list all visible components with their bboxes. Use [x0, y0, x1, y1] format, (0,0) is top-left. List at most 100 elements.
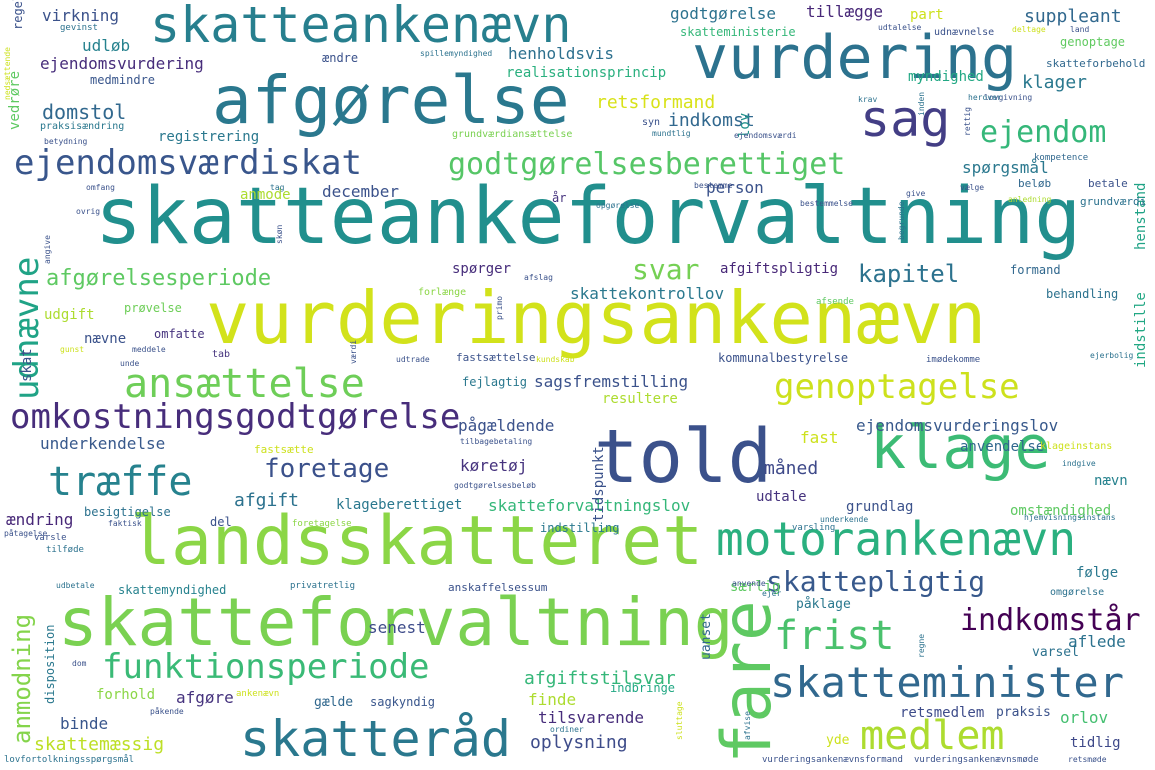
word-motorankenaevn: motorankenævn [716, 512, 1077, 566]
word-funktionsperiode: funktionsperiode [102, 647, 430, 687]
word-anvende: anvende [732, 579, 766, 588]
word-vurderingsankenaevn: vurderingsankenævn [206, 276, 987, 360]
word-suppleant: suppleant [1024, 6, 1122, 27]
word-finde: finde [528, 690, 577, 709]
word-skoen: skøn [275, 224, 284, 244]
word-bestemme: bestemme [694, 181, 733, 190]
word-sagsfremstilling: sagsfremstilling [534, 372, 689, 391]
word-kundskab: kundskab [536, 355, 575, 364]
word-afgoere: afgøre [176, 688, 234, 707]
word-udtale: udtale [756, 489, 807, 505]
word-paakende: påkende [150, 707, 184, 716]
word-omstaendighed: omstændighed [1010, 503, 1112, 519]
word-grundvaerdiansaettelse: grundværdiansættelse [452, 129, 573, 140]
word-ordiner: ordiner [550, 725, 584, 734]
word-ejendomsvurderingslov: ejendomsvurderingslov [856, 416, 1059, 435]
word-faktisk: faktisk [108, 519, 142, 528]
word-fast: fast [800, 428, 839, 447]
word-omfatte: omfatte [154, 327, 205, 341]
word-angive: angive [43, 235, 52, 264]
word-anmodning: anmodning [8, 613, 36, 744]
word-opgoerelse: opgørelse [596, 201, 640, 210]
word-aar: år [552, 191, 567, 205]
word-udtalelse: udtalelse [878, 23, 922, 32]
word-resultere: resultere [602, 391, 678, 407]
word-realisationsprincip: realisationsprincip [506, 65, 667, 81]
word-tillaegge: tillægge [806, 2, 884, 21]
word-ansaettelse: ansættelse [124, 361, 365, 407]
word-afgiftstilsvar: afgiftstilsvar [524, 668, 676, 689]
word-retsmoede: retsmøde [1068, 755, 1107, 764]
word-indstille: indstille [1133, 292, 1149, 368]
word-sag: sag [860, 90, 951, 148]
word-lovgivning: lovgivning [984, 93, 1033, 102]
word-ejendomsvaerdi: ejendomsværdi [734, 131, 797, 140]
word-ejendom: ejendom [980, 115, 1107, 150]
word-klageinstans: klageinstans [1040, 441, 1113, 452]
word-afvise: afvise [743, 711, 752, 740]
word-gunst: gunst [60, 345, 85, 354]
word-forhold: forhold [96, 687, 156, 703]
word-besigtigelse: besigtigelse [84, 505, 171, 519]
word-praksis: praksis [996, 705, 1051, 720]
word-krav: krav [858, 95, 878, 104]
word-grundvaerdi: grundværdi [1080, 195, 1147, 208]
word-klager: klager [1022, 72, 1088, 93]
word-tilfoede: tilføde [46, 545, 84, 555]
word-yde: yde [826, 733, 850, 748]
word-kapitel: kapitel [858, 260, 960, 288]
word-senest: senest [368, 618, 426, 637]
word-aendring: ændring [6, 510, 74, 529]
word-myndighed: myndighed [908, 69, 984, 85]
word-betale: betale [1088, 177, 1128, 190]
word-paagaeldende: pågældende [458, 416, 555, 435]
word-gevinst: gevinst [60, 23, 98, 33]
word-skat: skat [19, 348, 35, 382]
word-traeffe: træffe [48, 459, 193, 505]
word-skatteforbehold: skatteforbehold [1046, 57, 1146, 70]
word-skatteforvaltning: skatteforvaltning [58, 584, 734, 661]
word-sluttage: sluttage [675, 701, 684, 740]
word-proevelse: prøvelse [124, 301, 182, 315]
word-godtgoerelse: godtgørelse [670, 4, 776, 23]
word-afslag: afslag [524, 273, 553, 282]
word-ankenaevn: ankenævn [236, 689, 280, 699]
word-bestemmelse: bestemmelse [800, 199, 853, 208]
word-uanset: uanset [699, 613, 714, 660]
word-genoptagelse: genoptagelse [774, 367, 1020, 407]
word-svar: svar [632, 253, 700, 286]
word-anmode: anmode [240, 187, 291, 203]
word-tidspunkt: tidspunkt [591, 446, 607, 522]
word-vurderingsankenaevnsformand: vurderingsankenævnsformand [762, 755, 903, 765]
word-skattemyndighed: skattemyndighed [118, 583, 227, 597]
word-syn: syn [642, 117, 661, 128]
word-udgift: udgift [44, 307, 95, 323]
word-indgive: indgive [1062, 459, 1096, 468]
word-dom: dom [72, 659, 87, 668]
word-spoergsmaal: spørgsmål [962, 158, 1049, 177]
word-vurdering: vurdering [692, 23, 1018, 93]
word-give: give [906, 189, 926, 198]
word-imoedekomme: imødekomme [926, 355, 981, 365]
word-disposition: disposition [43, 624, 57, 704]
word-domstol: domstol [42, 100, 127, 124]
word-udtrade: udtrade [396, 355, 430, 364]
word-sagkyndig: sagkyndig [370, 695, 436, 709]
word-indbringe: indbringe [610, 681, 676, 695]
word-forlaenge: forlænge [418, 287, 467, 298]
word-retsformand: retsformand [596, 92, 716, 113]
word-naevne: nævne [84, 331, 127, 347]
word-vaerdi: værdi [349, 339, 358, 364]
word-ejendomsvurdering: ejendomsvurdering [40, 54, 204, 73]
word-part: part [910, 7, 944, 23]
word-foretage: foretage [264, 454, 390, 484]
word-foretagelse: foretagelse [292, 519, 352, 529]
word-del: del [210, 515, 232, 529]
word-privatretlig: privatretlig [290, 581, 356, 591]
word-klageberettiget: klageberettiget [336, 497, 463, 513]
word-genoptage: genoptage [1060, 35, 1126, 49]
word-hjemvisningsinstans: hjemvisningsinstans [1024, 513, 1116, 522]
word-tab: tab [212, 349, 231, 360]
word-henstand: henstand [1133, 182, 1149, 250]
